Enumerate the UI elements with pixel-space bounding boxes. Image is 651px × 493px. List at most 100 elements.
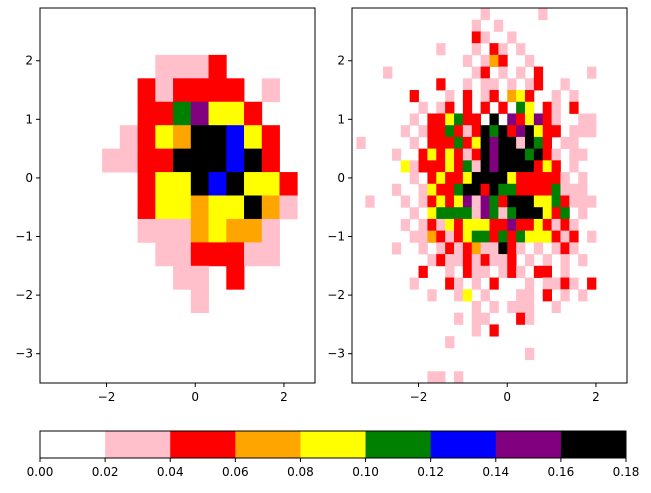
heatmap-cell [498, 207, 508, 220]
y-tick-label: −3 [327, 347, 345, 361]
heatmap-cell [560, 207, 570, 220]
heatmap-cell [569, 230, 579, 243]
heatmap-cell [445, 277, 455, 290]
heatmap-cell [524, 148, 535, 161]
heatmap-cell [190, 78, 209, 103]
heatmap-cell [445, 172, 455, 185]
heatmap-cell [498, 195, 508, 208]
heatmap-cell [454, 312, 464, 325]
heatmap-cell [137, 195, 156, 220]
heatmap-cell [244, 195, 263, 220]
heatmap-cell [516, 148, 526, 161]
heatmap-cell [471, 125, 482, 138]
heatmap-cell [261, 78, 280, 103]
heatmap-cell [480, 207, 490, 220]
heatmap-cell [436, 148, 446, 161]
heatmap-cell [436, 207, 446, 220]
heatmap-cell [533, 195, 544, 208]
heatmap-cell [454, 172, 464, 185]
y-tick-label: 0 [25, 171, 33, 185]
heatmap-cell [542, 101, 552, 114]
heatmap-cell [471, 66, 482, 79]
heatmap-cell [489, 277, 499, 290]
heatmap-cell [524, 218, 535, 232]
heatmap-cell [533, 160, 544, 173]
heatmap-cell [569, 125, 579, 138]
heatmap-cell [489, 254, 499, 267]
heatmap-cell [436, 195, 446, 208]
left-heatmap-cells [102, 54, 298, 314]
heatmap-cell [560, 289, 570, 302]
x-tick-label: 2 [592, 390, 600, 404]
heatmap-cell [409, 90, 419, 103]
heatmap-cell [454, 160, 464, 173]
heatmap-cell [551, 300, 561, 314]
heatmap-cell [244, 218, 263, 243]
heatmap-cell [208, 218, 227, 243]
heatmap-cell [551, 148, 561, 161]
heatmap-cell [489, 300, 499, 314]
heatmap-cell [507, 125, 517, 138]
heatmap-cell [462, 265, 473, 278]
heatmap-cell [498, 254, 508, 267]
heatmap-cell [261, 172, 280, 196]
heatmap-cell [507, 113, 517, 126]
heatmap-cell [454, 207, 464, 220]
right-heatmap-cells [356, 8, 597, 384]
heatmap-cell [489, 78, 499, 91]
heatmap-cell [279, 195, 298, 220]
heatmap-cell [226, 218, 245, 243]
heatmap-cell [542, 183, 552, 196]
heatmap-cell [137, 125, 156, 150]
heatmap-cell [516, 289, 526, 302]
heatmap-cell [226, 265, 245, 290]
left-axes-frame [39, 7, 316, 384]
colorbar-segment [495, 431, 562, 458]
heatmap-cell [462, 54, 473, 67]
heatmap-cell [454, 230, 464, 243]
heatmap-cell [480, 66, 490, 79]
heatmap-cell [480, 265, 490, 278]
heatmap-cell [462, 136, 473, 150]
heatmap-cell [542, 113, 552, 126]
heatmap-cell [418, 242, 428, 255]
heatmap-cell [409, 230, 419, 243]
heatmap-cell [489, 207, 499, 220]
heatmap-cell [418, 230, 428, 243]
heatmap-cell [516, 43, 526, 56]
heatmap-cell [462, 148, 473, 161]
heatmap-cell [462, 125, 473, 138]
heatmap-cell [569, 136, 579, 150]
heatmap-cell [427, 218, 437, 232]
heatmap-cell [551, 160, 561, 173]
heatmap-cell [578, 172, 588, 185]
heatmap-cell [445, 148, 455, 161]
colorbar-segment [560, 431, 627, 458]
y-tick-label: −2 [327, 288, 345, 302]
heatmap-cell [489, 136, 499, 150]
colorbar-tick-label: 0.00 [27, 465, 54, 479]
heatmap-cell [524, 160, 535, 173]
heatmap-cell [462, 183, 473, 196]
right-heatmap-panel: −2 0 2 −3 −2 −1 0 1 2 [327, 7, 628, 404]
heatmap-cell [418, 101, 428, 114]
heatmap-cell [498, 66, 508, 79]
heatmap-cell [190, 54, 209, 79]
heatmap-cell [516, 230, 526, 243]
colorbar-tick-label: 0.16 [548, 465, 575, 479]
heatmap-cell [208, 148, 227, 173]
heatmap-cell [208, 242, 227, 267]
heatmap-cell [516, 183, 526, 196]
heatmap-cell [524, 183, 535, 196]
heatmap-cell [244, 242, 263, 267]
heatmap-cell [445, 265, 455, 278]
heatmap-cell [471, 31, 482, 44]
heatmap-cell [507, 78, 517, 91]
heatmap-cell [436, 218, 446, 232]
heatmap-cell [391, 242, 402, 255]
heatmap-cell [226, 125, 245, 150]
heatmap-cell [400, 195, 411, 208]
colorbar-segment [235, 431, 301, 458]
heatmap-cell [524, 289, 535, 302]
colorbar: 0.00 0.02 0.04 0.06 0.08 0.10 0.12 0.14 0.16 0.18 [27, 430, 639, 479]
